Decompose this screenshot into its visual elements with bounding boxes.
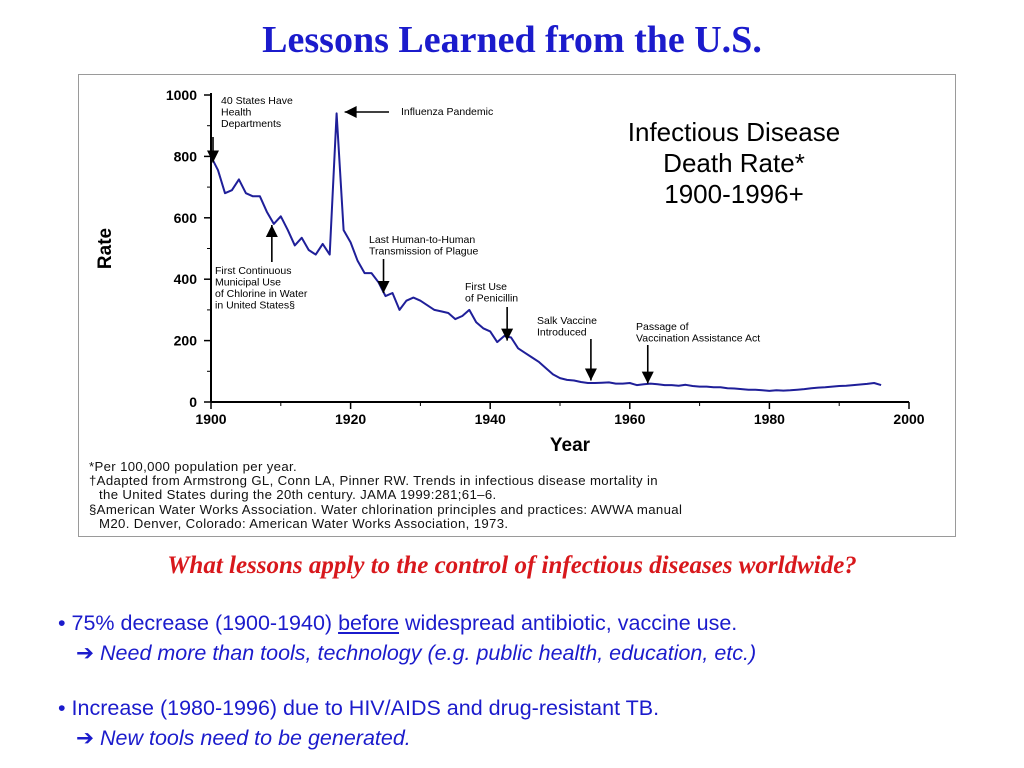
annotation-influenza: Influenza Pandemic — [401, 106, 493, 118]
slide-title: Lessons Learned from the U.S. — [262, 19, 762, 61]
annotation-salk-vaccine: Salk Vaccine — [537, 315, 597, 327]
bullet-subpoint: ➔ Need more than tools, technology (e.g.… — [58, 638, 1018, 668]
y-tick-label: 0 — [189, 394, 197, 410]
x-tick-label: 1920 — [335, 411, 366, 427]
y-tick-label: 200 — [174, 333, 198, 349]
footnote: M20. Denver, Colorado: American Water Wo… — [99, 515, 509, 531]
bullet-text: 75% decrease (1900-1940) — [71, 611, 333, 635]
y-tick-label: 400 — [174, 271, 198, 287]
y-tick-label: 1000 — [166, 87, 197, 103]
annotation-penicillin: First Use — [465, 281, 507, 293]
footnote: §American Water Works Association. Water… — [89, 501, 683, 517]
annotation-arrow-head — [584, 368, 597, 381]
chart-title: Infectious Disease Death Rate* 1900-1996… — [569, 117, 899, 210]
subpoint-text: New tools need to be generated. — [100, 726, 411, 750]
subpoint-text: Need more than tools, technology (e.g. p… — [100, 641, 757, 665]
bullet-text: Increase (1980-1996) due to HIV/AIDS and… — [71, 696, 660, 720]
x-tick-label: 1960 — [614, 411, 645, 427]
annotation-chlorine: of Chlorine in Water — [215, 288, 308, 300]
discussion-question: What lessons apply to the control of inf… — [167, 552, 857, 579]
annotation-health-departments: 40 States Have — [221, 95, 293, 107]
x-tick-label: 2000 — [893, 411, 924, 427]
chart-title-line: 1900-1996+ — [664, 179, 804, 209]
annotation-health-departments: Departments — [221, 118, 281, 130]
footnote: the United States during the 20th centur… — [99, 487, 497, 503]
footnote: †Adapted from Armstrong GL, Conn LA, Pin… — [89, 473, 658, 489]
bullet-item: • Increase (1980-1996) due to HIV/AIDS a… — [58, 693, 1018, 723]
annotation-vaccination-act: Vaccination Assistance Act — [636, 333, 760, 345]
x-tick-label: 1940 — [475, 411, 506, 427]
series-line — [210, 112, 882, 392]
footnote: *Per 100,000 population per year. — [89, 459, 298, 474]
annotation-arrow-head — [641, 371, 654, 384]
annotation-vaccination-act: Passage of — [636, 321, 689, 333]
x-axis-label: Year — [550, 435, 591, 456]
x-tick-label: 1900 — [195, 411, 226, 427]
annotation-chlorine: Municipal Use — [215, 277, 281, 289]
bullet-emphasis: before — [338, 611, 400, 635]
annotation-chlorine: in United States§ — [215, 300, 295, 312]
bullet-text: widespread antibiotic, vaccine use. — [405, 611, 738, 635]
arrow-icon: ➔ — [76, 726, 95, 750]
annotation-arrow-head — [377, 281, 390, 294]
annotation-plague: Transmission of Plague — [369, 246, 478, 258]
bullet-marker: • — [58, 611, 66, 635]
chart-footnotes: *Per 100,000 population per year. †Adapt… — [89, 459, 949, 531]
annotation-health-departments: Health — [221, 107, 252, 119]
annotation-arrow-head — [501, 328, 514, 341]
annotation-arrow-head — [344, 106, 357, 118]
bullet-marker: • — [58, 696, 66, 720]
annotation-salk-vaccine: Introduced — [537, 327, 587, 339]
annotation-arrow-head — [265, 225, 278, 237]
bullet-list: • 75% decrease (1900-1940) before widesp… — [58, 608, 1018, 753]
annotation-plague: Last Human-to-Human — [369, 234, 475, 246]
arrow-icon: ➔ — [76, 641, 95, 665]
y-tick-label: 600 — [174, 210, 198, 226]
death-rate-chart: 0 200 400 600 800 1000 1900 1920 1940 1960 1980 200… — [95, 87, 925, 456]
bullet-item: • 75% decrease (1900-1940) before widesp… — [58, 608, 1018, 638]
annotation-chlorine: First Continuous — [215, 265, 291, 277]
chart-title-line: Death Rate* — [663, 148, 805, 178]
y-axis-label: Rate — [95, 228, 116, 269]
chart-figure: 0 200 400 600 800 1000 1900 1920 1940 1960 1980 200… — [78, 74, 956, 537]
annotation-arrow-head — [207, 150, 219, 163]
bullet-subpoint: ➔ New tools need to be generated. — [58, 723, 1018, 753]
x-tick-label: 1980 — [754, 411, 785, 427]
chart-title-line: Infectious Disease — [627, 117, 841, 147]
annotation-penicillin: of Penicillin — [465, 293, 518, 305]
y-tick-label: 800 — [174, 148, 198, 164]
